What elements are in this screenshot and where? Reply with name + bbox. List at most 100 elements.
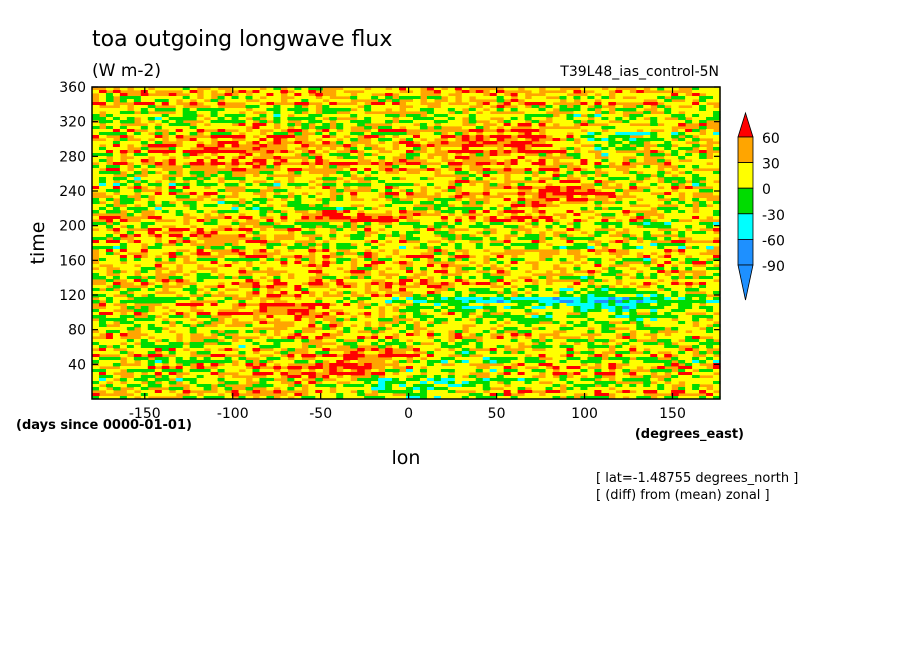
heatmap-cell — [433, 264, 442, 268]
heatmap-cell — [294, 234, 302, 238]
heatmap-cell — [203, 312, 212, 316]
heatmap-cell — [329, 234, 337, 238]
heatmap-cell — [245, 111, 254, 115]
heatmap-cell — [587, 108, 595, 112]
heatmap-cell — [399, 249, 407, 253]
heatmap-cell — [147, 192, 156, 196]
heatmap-cell — [196, 186, 205, 190]
heatmap-cell — [580, 150, 589, 154]
heatmap-cell — [419, 276, 428, 280]
heatmap-cell — [399, 129, 407, 133]
heatmap-cell — [252, 189, 261, 193]
heatmap-cell — [706, 321, 714, 325]
heatmap-cell — [573, 318, 582, 322]
heatmap-cell — [559, 312, 568, 316]
heatmap-cell — [392, 225, 400, 229]
heatmap-cell — [175, 132, 184, 136]
heatmap-cell — [440, 318, 449, 322]
heatmap-cell — [685, 186, 693, 190]
heatmap-cell — [154, 120, 163, 124]
heatmap-cell — [615, 93, 623, 97]
heatmap-cell — [322, 297, 330, 301]
heatmap-cell — [454, 132, 463, 136]
heatmap-cell — [385, 105, 393, 109]
heatmap-cell — [273, 177, 281, 181]
heatmap-cell — [447, 225, 456, 229]
heatmap-cell — [168, 150, 177, 154]
heatmap-cell — [608, 117, 616, 121]
heatmap-cell — [210, 207, 219, 211]
heatmap-cell — [426, 120, 435, 124]
heatmap-cell — [489, 309, 498, 313]
heatmap-cell — [664, 294, 672, 298]
heatmap-cell — [350, 150, 358, 154]
heatmap-cell — [364, 216, 372, 220]
heatmap-cell — [322, 141, 330, 145]
heatmap-cell — [713, 303, 721, 307]
heatmap-cell — [329, 114, 337, 118]
heatmap-cell — [126, 288, 135, 292]
heatmap-cell — [315, 288, 323, 292]
heatmap-cell — [245, 186, 254, 190]
heatmap-cell — [615, 201, 623, 205]
heatmap-cell — [678, 207, 686, 211]
heatmap-cell — [378, 174, 386, 178]
heatmap-cell — [706, 309, 714, 313]
heatmap-cell — [364, 150, 372, 154]
heatmap-cell — [343, 285, 351, 289]
heatmap-cell — [594, 192, 602, 196]
heatmap-cell — [126, 171, 135, 175]
heatmap-cell — [566, 225, 575, 229]
heatmap-cell — [419, 297, 428, 301]
heatmap-cell — [294, 195, 302, 199]
heatmap-cell — [503, 285, 512, 289]
heatmap-cell — [601, 324, 609, 328]
heatmap-cell — [503, 246, 512, 250]
heatmap-cell — [294, 99, 302, 103]
heatmap-cell — [119, 177, 128, 181]
heatmap-cell — [378, 189, 386, 193]
heatmap-cell — [538, 264, 547, 268]
heatmap-cell — [357, 261, 365, 265]
heatmap-cell — [133, 282, 142, 286]
heatmap-cell — [147, 294, 156, 298]
heatmap-cell — [671, 177, 679, 181]
heatmap-cell — [510, 195, 519, 199]
heatmap-cell — [412, 270, 421, 274]
heatmap-cell — [406, 237, 414, 241]
heatmap-cell — [252, 186, 261, 190]
heatmap-cell — [412, 186, 421, 190]
heatmap-cell — [678, 264, 686, 268]
heatmap-cell — [475, 135, 484, 139]
heatmap-cell — [412, 114, 421, 118]
heatmap-cell — [671, 312, 679, 316]
heatmap-cell — [301, 189, 309, 193]
heatmap-cell — [608, 222, 616, 226]
heatmap-cell — [419, 171, 428, 175]
heatmap-cell — [671, 288, 679, 292]
heatmap-cell — [259, 273, 268, 277]
heatmap-cell — [182, 246, 191, 250]
heatmap-cell — [98, 234, 107, 238]
heatmap-cell — [517, 222, 526, 226]
heatmap-cell — [433, 207, 442, 211]
heatmap-cell — [706, 261, 714, 265]
heatmap-cell — [126, 279, 135, 283]
heatmap-cell — [252, 93, 261, 97]
heatmap-cell — [105, 321, 114, 325]
heatmap-cell — [92, 186, 100, 190]
heatmap-cell — [671, 201, 679, 205]
heatmap-cell — [196, 171, 205, 175]
heatmap-cell — [168, 315, 177, 319]
heatmap-cell — [92, 273, 100, 277]
heatmap-cell — [489, 153, 498, 157]
heatmap-cell — [392, 243, 400, 247]
heatmap-cell — [412, 225, 421, 229]
heatmap-cell — [98, 303, 107, 307]
heatmap-cell — [196, 291, 205, 295]
heatmap-cell — [245, 288, 254, 292]
heatmap-cell — [699, 96, 707, 100]
heatmap-cell — [147, 207, 156, 211]
heatmap-cell — [531, 96, 540, 100]
